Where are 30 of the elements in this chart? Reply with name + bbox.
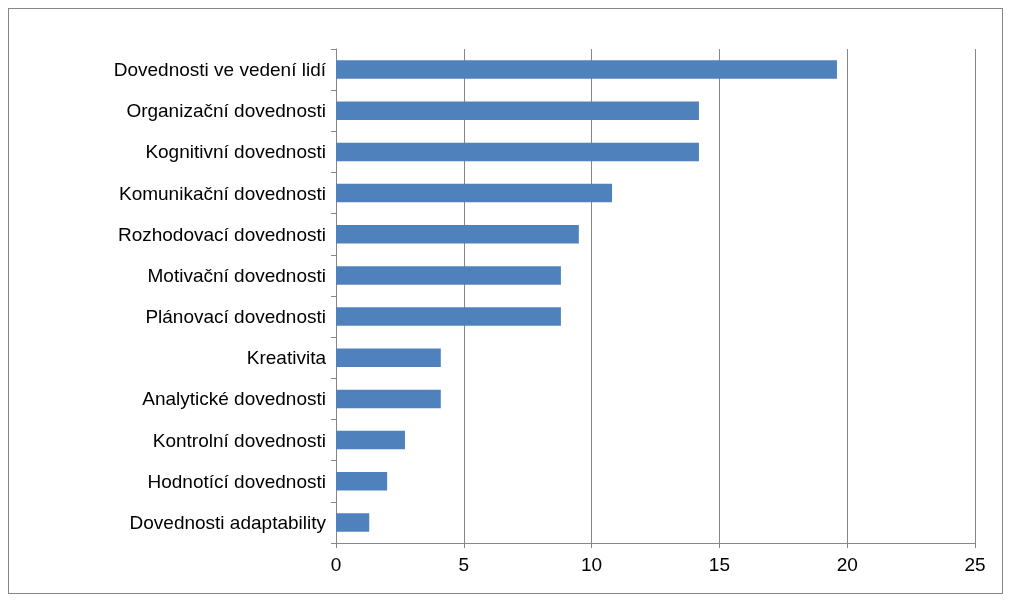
- bar: [336, 430, 406, 450]
- x-tick-label: 15: [708, 554, 730, 575]
- y-tick-label: Komunikační dovednosti: [118, 182, 326, 204]
- bar: [336, 307, 561, 326]
- y-tick-label: Analytické dovednosti: [142, 388, 326, 410]
- y-tick-label: Motivační dovednosti: [147, 264, 326, 286]
- bar: [336, 183, 613, 203]
- x-tick-label: 0: [330, 554, 342, 575]
- bar: [336, 224, 579, 244]
- y-tick-label: Dovednosti adaptability: [129, 511, 327, 533]
- bar: [336, 513, 370, 532]
- bar: [336, 389, 441, 409]
- y-tick-label: Kontrolní dovednosti: [152, 429, 326, 451]
- y-tick-label: Kognitivní dovednosti: [145, 141, 326, 163]
- x-tick-label: 10: [581, 554, 603, 575]
- y-tick-label: Plánovací dovednosti: [145, 306, 326, 328]
- x-tick-label: 25: [964, 554, 986, 575]
- x-tick-label: 20: [836, 554, 858, 575]
- bar: [336, 471, 388, 491]
- y-tick-label: Kreativita: [246, 347, 327, 369]
- bar: [336, 60, 837, 79]
- y-tick-label: Dovednosti ve vedení lidí: [113, 59, 327, 81]
- y-tick-label: Hodnotící dovednosti: [147, 470, 326, 492]
- bar: [336, 101, 699, 121]
- y-tick-label: Rozhodovací dovednosti: [117, 223, 326, 245]
- bar: [336, 142, 699, 162]
- bar: [336, 266, 561, 285]
- bar: [336, 348, 441, 368]
- y-tick-label: Organizační dovednosti: [126, 100, 326, 122]
- x-tick-label: 5: [458, 554, 470, 575]
